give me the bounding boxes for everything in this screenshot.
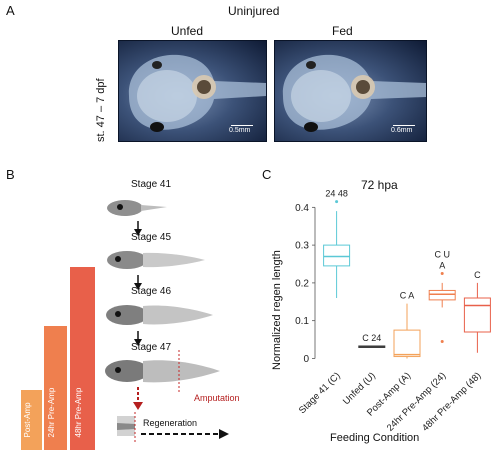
treatment-bar-48hr-pre-amp: 48hr Pre-Amp xyxy=(70,267,95,450)
stage-label-47: Stage 47 xyxy=(131,342,172,353)
row-label-stage: st. 47 – 7 dpf xyxy=(95,78,107,142)
significance-letters: A xyxy=(439,260,445,270)
significance-letters: C 24 xyxy=(362,333,381,343)
panel-c-letter: C xyxy=(262,167,272,182)
treatment-bar-label: 48hr Pre-Amp xyxy=(73,387,83,438)
treatment-bar-24hr-pre-amp: 24hr Pre-Amp xyxy=(44,326,67,450)
panel-b-letter: B xyxy=(6,167,15,182)
column-label-unfed: Unfed xyxy=(171,24,204,38)
box-body xyxy=(463,297,491,333)
regeneration-label: Regeneration xyxy=(143,418,198,428)
y-tick-label: 0.4 xyxy=(295,203,309,214)
y-tick-label: 0.3 xyxy=(295,241,309,252)
x-axis-label: Feeding Condition xyxy=(330,432,420,444)
arrow-down-icon xyxy=(134,339,142,346)
box-outlier xyxy=(440,339,444,343)
regeneration-arrow-icon xyxy=(219,429,229,439)
arrow-down-icon xyxy=(134,229,142,236)
x-tick-label: Unfed (U) xyxy=(341,370,378,407)
y-tick-label: 0 xyxy=(303,354,309,365)
arrow-down-icon xyxy=(134,283,142,290)
tadpole-stage-46 xyxy=(106,305,213,325)
stage-label-45: Stage 45 xyxy=(131,232,172,243)
significance-letters: C U xyxy=(434,249,450,259)
scale-bar-fed xyxy=(393,125,415,126)
stage-label-46: Stage 46 xyxy=(131,286,172,297)
tadpole-stage-41 xyxy=(107,200,167,216)
micrograph-unfed: 0.5mm xyxy=(118,40,267,142)
treatment-bar-label: Post-Amp xyxy=(22,402,32,438)
tadpole-fed-image xyxy=(282,54,426,132)
box-body xyxy=(428,289,456,301)
scale-bar-label-fed: 0.6mm xyxy=(391,127,413,134)
y-tick-label: 0.1 xyxy=(295,316,309,327)
x-tick-label: 24hr Pre-Amp (24) xyxy=(385,370,448,433)
amputation-arrow-icon xyxy=(133,402,143,410)
amputation-label: Amputation xyxy=(194,393,240,403)
box-outlier xyxy=(335,200,339,204)
development-schematic xyxy=(105,200,229,442)
column-label-fed: Fed xyxy=(332,24,353,38)
scale-bar-label-unfed: 0.5mm xyxy=(229,127,251,134)
box-outlier xyxy=(440,271,444,275)
micrograph-fed: 0.6mm xyxy=(274,40,427,142)
significance-letters: C A xyxy=(400,291,415,301)
panel-a-title: Uninjured xyxy=(228,4,280,18)
panel-a-letter: A xyxy=(6,3,15,18)
stage-label-41: Stage 41 xyxy=(131,179,172,190)
tadpole-stage-47 xyxy=(105,350,220,392)
regenerating-tail xyxy=(117,412,136,442)
y-tick-label: 0.2 xyxy=(295,278,309,289)
y-axis-label: Normalized regen length xyxy=(271,250,283,370)
box-body xyxy=(323,244,351,267)
scale-bar-unfed xyxy=(231,125,253,126)
chart-title: 72 hpa xyxy=(361,178,398,192)
tadpole-unfed-image xyxy=(128,54,266,132)
treatment-bar-label: 24hr Pre-Amp xyxy=(46,387,56,438)
tadpole-stage-45 xyxy=(107,251,205,269)
significance-letters: 24 48 xyxy=(325,190,348,199)
x-tick-label: 48hr Pre-Amp (48) xyxy=(420,370,483,433)
significance-letters: C xyxy=(474,270,481,280)
treatment-bar-post-amp: Post-Amp xyxy=(21,390,42,450)
box-body xyxy=(393,329,421,358)
x-tick-label: Stage 41 (C) xyxy=(297,370,343,416)
